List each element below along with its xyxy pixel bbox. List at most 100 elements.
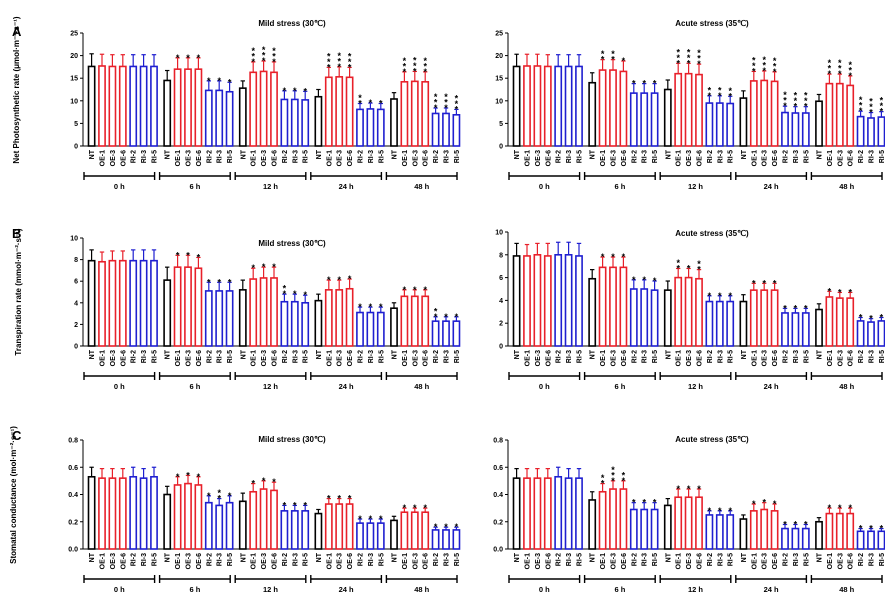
category-label: RI-5 <box>227 150 234 163</box>
category-label: RI-5 <box>454 350 461 363</box>
category-label: RI-2 <box>631 150 638 163</box>
bar <box>204 290 213 347</box>
bar <box>150 259 158 347</box>
significance-star: * <box>697 48 701 58</box>
category-label: RI-2 <box>783 150 790 163</box>
significance-star: * <box>676 258 680 268</box>
bar <box>139 477 148 550</box>
category-label: NT <box>89 349 96 359</box>
significance-star: * <box>434 306 438 316</box>
category-label: RI-3 <box>869 553 876 566</box>
category-label: RI-5 <box>728 350 735 363</box>
significance-star: * <box>283 284 287 294</box>
category-label: NT <box>514 349 521 359</box>
significance-star: * <box>272 262 276 272</box>
category-label: NT <box>741 552 748 562</box>
bar <box>867 530 875 550</box>
bar <box>118 477 127 550</box>
bar <box>684 496 693 550</box>
bar <box>856 530 865 550</box>
significance-star: * <box>348 51 352 61</box>
significance-star: * <box>369 302 373 312</box>
group-label: 12 h <box>263 585 278 594</box>
significance-star: * <box>272 57 276 67</box>
significance-star: * <box>217 277 221 287</box>
significance-star: * <box>838 503 842 513</box>
y-tick-label: 2 <box>499 321 503 328</box>
category-label: RI-2 <box>858 150 865 163</box>
bar <box>108 65 117 147</box>
category-label: NT <box>817 149 824 159</box>
y-axis-label: Net Photosynthetic rate (μmol·m⁻²·s⁻¹) <box>12 16 21 163</box>
bar <box>554 475 563 550</box>
bar <box>259 70 268 147</box>
category-label: RI-5 <box>728 150 735 163</box>
bar <box>835 297 844 347</box>
bar <box>249 278 258 347</box>
bar <box>184 68 192 147</box>
category-label: RI-2 <box>433 553 440 566</box>
category-label: OE-6 <box>697 150 704 166</box>
category-label: OE-1 <box>100 150 107 166</box>
category-label: OE-1 <box>175 150 182 166</box>
bar <box>523 65 531 147</box>
significance-star: * <box>207 491 211 501</box>
bar <box>629 92 638 147</box>
significance-star: * <box>783 101 787 111</box>
significance-star: * <box>348 57 352 67</box>
category-label: RI-2 <box>433 150 440 163</box>
significance-star: * <box>176 250 180 260</box>
bar <box>650 92 659 147</box>
chart-title: Mild stress (30℃) <box>258 239 326 248</box>
bar <box>575 65 583 147</box>
bar <box>390 519 398 550</box>
significance-star: * <box>251 57 255 67</box>
significance-star: * <box>434 98 438 108</box>
bar <box>705 514 714 550</box>
bar <box>225 501 234 550</box>
significance-star: * <box>444 98 448 108</box>
significance-star: * <box>434 103 438 113</box>
category-label: OE-3 <box>110 150 117 166</box>
significance-star: * <box>762 278 766 288</box>
y-tick-label: 0.4 <box>68 492 78 499</box>
significance-star: * <box>444 92 448 102</box>
category-label: OE-3 <box>611 553 618 569</box>
bar <box>400 81 409 147</box>
category-label: RI-2 <box>783 553 790 566</box>
bar <box>781 312 789 347</box>
bar <box>442 112 450 147</box>
group-label: 24 h <box>339 585 354 594</box>
significance-star: * <box>228 491 232 501</box>
bar <box>684 276 693 347</box>
chart-panel: Acute stress (35℃)0.00.20.40.60.8NT OE-1 O… <box>493 435 885 594</box>
significance-star: * <box>773 56 777 66</box>
bar <box>421 511 430 550</box>
bar <box>98 65 106 147</box>
significance-star: * <box>444 522 448 532</box>
bar <box>204 501 213 550</box>
category-label: RI-2 <box>433 350 440 363</box>
category-label: RI-3 <box>292 553 299 566</box>
category-label: OE-1 <box>827 553 834 569</box>
significance-star: * <box>217 488 221 498</box>
bar <box>564 65 573 147</box>
category-label: OE-3 <box>412 150 419 166</box>
category-label: RI-5 <box>803 350 810 363</box>
significance-star: * <box>828 58 832 68</box>
category-label: RI-3 <box>444 553 451 566</box>
y-tick-label: 0.4 <box>493 492 503 499</box>
significance-star: * <box>869 524 873 534</box>
bar <box>543 255 552 347</box>
significance-star: * <box>828 64 832 74</box>
significance-star: * <box>762 66 766 76</box>
category-label: OE-1 <box>326 350 333 366</box>
bar <box>118 259 127 347</box>
significance-star: * <box>337 51 341 61</box>
significance-star: * <box>794 96 798 106</box>
category-label: OE-6 <box>196 150 203 166</box>
category-label: RI-2 <box>858 553 865 566</box>
bar <box>163 493 172 550</box>
bar <box>442 529 450 550</box>
